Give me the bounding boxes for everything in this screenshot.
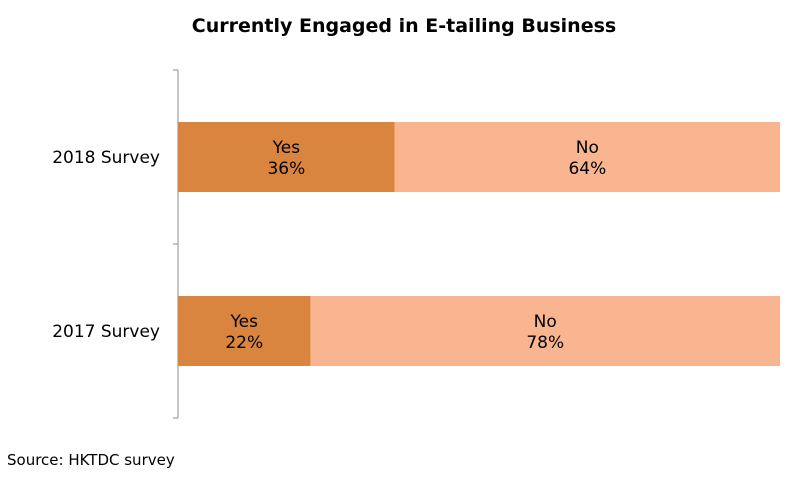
segment-value-label: 22% [225, 333, 263, 353]
segment-series-label: No [534, 312, 557, 332]
bar-segment-no [394, 122, 780, 192]
segment-series-label: Yes [272, 138, 301, 158]
bar-segment-no [310, 296, 780, 366]
category-label: 2018 Survey [52, 148, 160, 168]
category-labels: 2018 Survey 2017 Survey [52, 148, 160, 342]
category-axis [173, 69, 179, 419]
bar-segment-yes [178, 296, 311, 366]
bar-segment-yes [178, 122, 395, 192]
source-note: Source: HKTDC survey [7, 451, 175, 469]
segment-value-label: 64% [568, 159, 606, 179]
chart-title: Currently Engaged in E-tailing Business [192, 15, 616, 37]
category-label: 2017 Survey [52, 322, 160, 342]
segment-series-label: No [576, 138, 599, 158]
segment-series-label: Yes [229, 312, 258, 332]
segment-value-label: 36% [267, 159, 305, 179]
segment-value-label: 78% [526, 333, 564, 353]
